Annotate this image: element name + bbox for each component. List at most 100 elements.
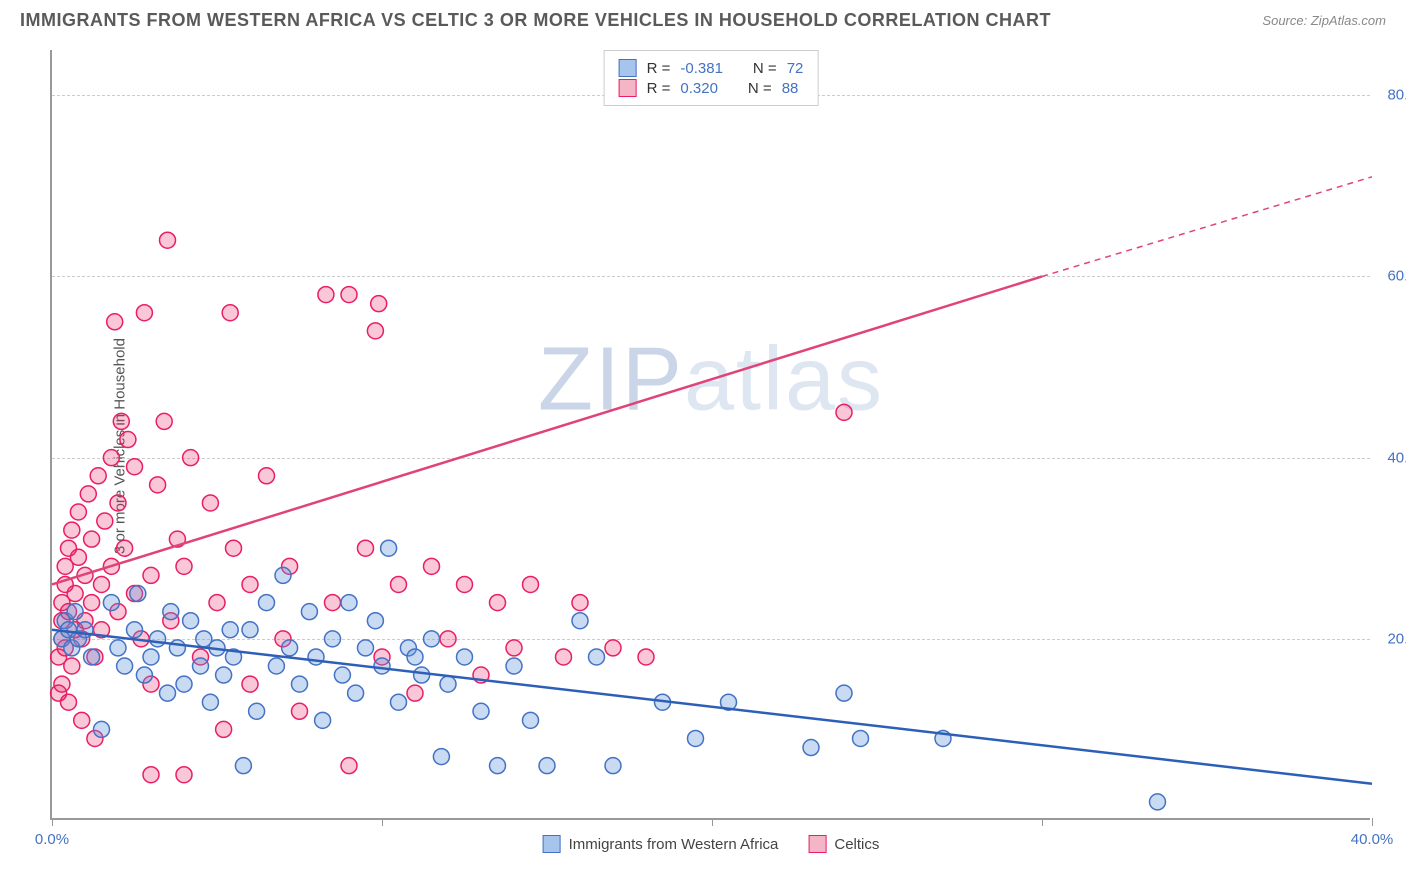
scatter-point [325, 595, 341, 611]
scatter-point [176, 767, 192, 783]
x-tick-label: 40.0% [1351, 831, 1394, 848]
scatter-point [64, 658, 80, 674]
scatter-point [90, 468, 106, 484]
scatter-point [113, 413, 129, 429]
scatter-point [440, 676, 456, 692]
legend-bottom-item: Celtics [808, 835, 879, 853]
scatter-point [94, 721, 110, 737]
scatter-point [242, 576, 258, 592]
scatter-point [235, 758, 251, 774]
scatter-point [268, 658, 284, 674]
scatter-point [836, 404, 852, 420]
scatter-point [110, 495, 126, 511]
scatter-point [539, 758, 555, 774]
scatter-point [103, 450, 119, 466]
scatter-point [160, 232, 176, 248]
scatter-point [259, 595, 275, 611]
scatter-point [64, 522, 80, 538]
scatter-point [183, 613, 199, 629]
scatter-point [193, 658, 209, 674]
scatter-point [506, 640, 522, 656]
scatter-point [150, 631, 166, 647]
scatter-point [242, 622, 258, 638]
scatter-point [414, 667, 430, 683]
scatter-point [318, 287, 334, 303]
scatter-point [490, 758, 506, 774]
scatter-point [325, 631, 341, 647]
scatter-point [605, 758, 621, 774]
scatter-point [523, 576, 539, 592]
scatter-point [74, 712, 90, 728]
legend-series-label: Celtics [834, 836, 879, 853]
scatter-point [315, 712, 331, 728]
scatter-point [424, 558, 440, 574]
scatter-point [275, 567, 291, 583]
scatter-point [176, 558, 192, 574]
scatter-point [202, 495, 218, 511]
scatter-point [371, 296, 387, 312]
scatter-point [605, 640, 621, 656]
legend-series: Immigrants from Western Africa Celtics [543, 835, 880, 853]
scatter-point [433, 749, 449, 765]
scatter-point [143, 649, 159, 665]
scatter-point [156, 413, 172, 429]
scatter-point [407, 649, 423, 665]
scatter-point [473, 703, 489, 719]
scatter-point [301, 604, 317, 620]
scatter-point [391, 694, 407, 710]
scatter-point [226, 540, 242, 556]
trend-line [1042, 177, 1372, 277]
scatter-point [440, 631, 456, 647]
scatter-point [136, 305, 152, 321]
scatter-point [70, 504, 86, 520]
scatter-point [222, 305, 238, 321]
scatter-point [143, 767, 159, 783]
scatter-point [242, 676, 258, 692]
scatter-point [80, 486, 96, 502]
scatter-point [169, 640, 185, 656]
scatter-point [196, 631, 212, 647]
scatter-point [1150, 794, 1166, 810]
legend-bottom-item: Immigrants from Western Africa [543, 835, 779, 853]
scatter-point [67, 604, 83, 620]
scatter-point [259, 468, 275, 484]
trend-line [52, 276, 1042, 584]
scatter-point [84, 595, 100, 611]
scatter-point [54, 676, 70, 692]
plot-area: ZIPatlas 20.0%40.0%60.0%80.0% 0.0%40.0% … [50, 50, 1370, 820]
scatter-point [117, 540, 133, 556]
scatter-point [97, 513, 113, 529]
scatter-point [490, 595, 506, 611]
scatter-point [150, 477, 166, 493]
scatter-point [853, 730, 869, 746]
scatter-point [457, 649, 473, 665]
scatter-point [209, 595, 225, 611]
scatter-point [292, 676, 308, 692]
scatter-svg [52, 50, 1370, 818]
scatter-point [358, 540, 374, 556]
title-bar: IMMIGRANTS FROM WESTERN AFRICA VS CELTIC… [0, 0, 1406, 36]
scatter-point [407, 685, 423, 701]
scatter-point [127, 622, 143, 638]
y-tick-label: 40.0% [1387, 449, 1406, 466]
scatter-point [61, 694, 77, 710]
scatter-point [457, 576, 473, 592]
scatter-point [183, 450, 199, 466]
scatter-point [556, 649, 572, 665]
x-tick [1372, 818, 1373, 826]
legend-swatch [543, 835, 561, 853]
scatter-point [127, 459, 143, 475]
scatter-point [803, 740, 819, 756]
x-tick [712, 818, 713, 826]
scatter-point [103, 595, 119, 611]
x-tick [52, 818, 53, 826]
scatter-point [67, 586, 83, 602]
scatter-point [523, 712, 539, 728]
scatter-point [202, 694, 218, 710]
scatter-point [341, 758, 357, 774]
y-tick-label: 80.0% [1387, 87, 1406, 104]
scatter-point [391, 576, 407, 592]
scatter-point [222, 622, 238, 638]
scatter-point [216, 667, 232, 683]
x-tick [1042, 818, 1043, 826]
